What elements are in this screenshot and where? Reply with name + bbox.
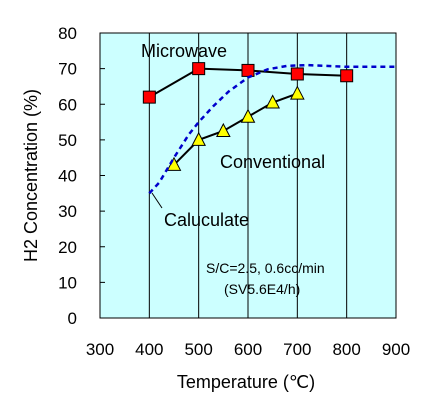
y-tick-label-50: 50 [58, 131, 77, 150]
y-axis-label: H2 Concentration (%) [21, 89, 41, 262]
condition-line-2: (SV5.6E4/h) [224, 281, 300, 297]
y-tick-label-60: 60 [58, 95, 77, 114]
x-tick-label-400: 400 [135, 340, 163, 359]
annotation-conventional: Conventional [220, 152, 325, 172]
point-conventional-1 [191, 131, 206, 146]
y-tick-label-0: 0 [68, 309, 77, 328]
y-tick-label-10: 10 [58, 273, 77, 292]
point-conventional-4 [265, 94, 280, 109]
calculate-leader-line [151, 192, 163, 209]
point-conventional-2 [216, 122, 231, 137]
condition-line-1: S/C=2.5, 0.6cc/min [206, 260, 325, 276]
tick-labels: 300 400 500 600 700 800 900 0 10 20 30 40 50 60 70 80 [58, 24, 410, 359]
x-tick-label-900: 900 [382, 340, 410, 359]
series-line-caluculate [148, 63, 396, 195]
y-tick-label-70: 70 [58, 60, 77, 79]
point-microwave-1 [192, 62, 206, 76]
point-microwave-0 [142, 90, 156, 104]
point-microwave-3 [290, 67, 304, 81]
point-conventional-5 [290, 85, 305, 100]
y-tick-label-80: 80 [58, 24, 77, 43]
point-microwave-4 [340, 69, 354, 83]
y-tick-label-20: 20 [58, 238, 77, 257]
x-axis-label: Temperature (℃) [177, 372, 315, 392]
annotation-calculate: Caluculate [164, 210, 249, 230]
x-tick-label-300: 300 [86, 340, 114, 359]
x-tick-label-500: 500 [184, 340, 212, 359]
x-tick-label-600: 600 [234, 340, 262, 359]
y-tick-label-40: 40 [58, 167, 77, 186]
point-microwave-2 [241, 63, 255, 77]
grid [148, 33, 348, 318]
annotation-microwave: Microwave [141, 41, 227, 61]
series-caluculate [148, 63, 396, 195]
y-tick-label-30: 30 [58, 202, 77, 221]
x-tick-label-800: 800 [332, 340, 360, 359]
series-layer [142, 62, 396, 195]
series-microwave [142, 62, 354, 104]
point-conventional-3 [240, 108, 256, 123]
x-tick-label-700: 700 [283, 340, 311, 359]
